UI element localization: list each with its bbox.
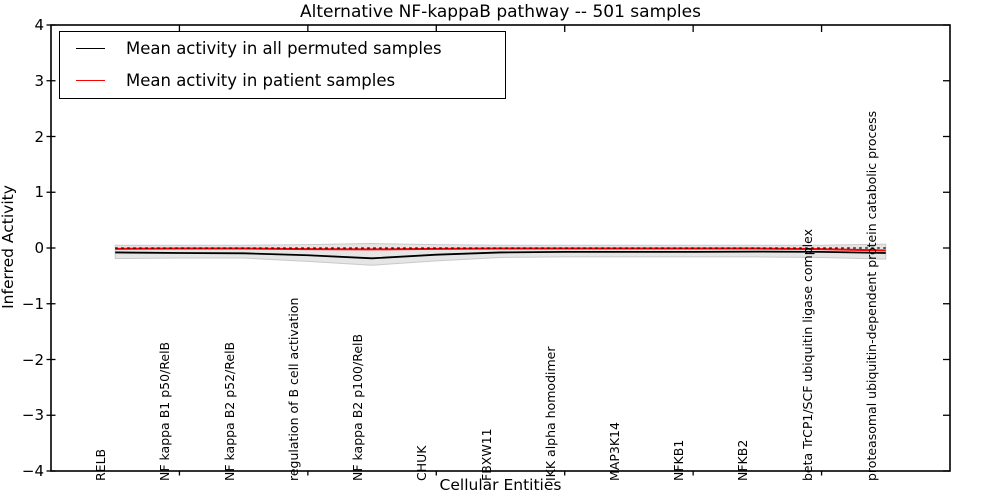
y-tick-label: −4 bbox=[21, 462, 44, 480]
x-tick-label: FBXW11 bbox=[478, 428, 494, 481]
y-tick-label: 1 bbox=[34, 183, 44, 202]
y-tick-label: −1 bbox=[21, 294, 44, 313]
x-tick-label: RELB bbox=[93, 448, 109, 481]
patient-line-sample bbox=[76, 79, 105, 81]
chart-title: Alternative NF-kappaB pathway -- 501 sam… bbox=[300, 2, 701, 22]
y-tick-label: −3 bbox=[21, 406, 44, 425]
x-axis-label: Cellular Entities bbox=[439, 476, 562, 494]
legend-item-permuted: Mean activity in all permuted samples bbox=[60, 32, 505, 64]
x-tick-label: NF kappa B2 p100/RelB bbox=[350, 333, 366, 481]
y-tick-label: 0 bbox=[34, 239, 44, 257]
y-tick-label: 3 bbox=[34, 71, 44, 90]
x-tick-label: beta TrCP1/SCF ubiquitin ligase complex bbox=[799, 229, 815, 481]
x-tick-label: regulation of B cell activation bbox=[285, 297, 301, 481]
legend: Mean activity in all permuted samples Me… bbox=[59, 31, 506, 99]
confidence-band bbox=[114, 243, 887, 266]
y-tick-label: 2 bbox=[34, 127, 44, 146]
x-tick-label: CHUK bbox=[414, 445, 430, 481]
permuted-mean-line bbox=[115, 250, 886, 260]
permuted-line-sample bbox=[76, 47, 105, 49]
x-tick-label: NFKB1 bbox=[671, 439, 687, 481]
x-tick-label: NF kappa B1 p50/RelB bbox=[157, 341, 173, 481]
x-tick-label: NFKB2 bbox=[735, 439, 751, 481]
y-tick-label: 4 bbox=[34, 16, 44, 34]
x-tick-label: NF kappa B2 p52/RelB bbox=[221, 341, 237, 481]
x-tick-label: IKK alpha homodimer bbox=[542, 346, 558, 482]
x-tick-label: proteasomal ubiquitin-dependent protein … bbox=[863, 110, 879, 481]
x-tick-label: MAP3K14 bbox=[606, 422, 622, 481]
legend-item-patient: Mean activity in patient samples bbox=[60, 64, 505, 96]
y-tick-label: −2 bbox=[21, 350, 44, 369]
legend-item-label: Mean activity in all permuted samples bbox=[126, 38, 442, 58]
legend-item-label: Mean activity in patient samples bbox=[126, 70, 396, 90]
